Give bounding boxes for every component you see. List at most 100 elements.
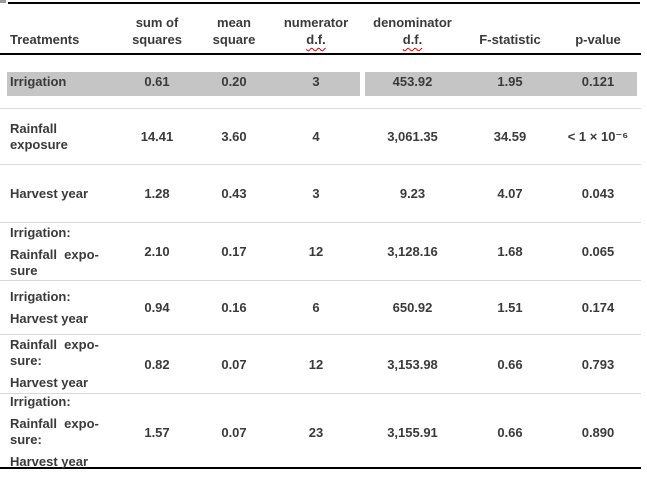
table-corner-mark: [0, 0, 6, 3]
treatment-paragraph: Rainfall expo-sure: [10, 247, 118, 279]
sum-of-squares-value: 2.10: [144, 244, 170, 259]
column-header-mean-square: mean square: [196, 14, 272, 48]
denominator-df-value: 650.92: [392, 300, 433, 315]
column-header-sum-of-squares: sum of squares: [118, 14, 196, 48]
treatment-label-line: Rainfall expo-: [10, 246, 99, 262]
spellcheck-squiggle-text: d.f.: [306, 32, 326, 47]
p-value-value: 0.043: [581, 186, 615, 201]
header-label-line2: d.f.: [272, 31, 360, 48]
treatment-label-line: Rainfall expo-: [10, 416, 99, 431]
treatment-label-line: sure:: [10, 353, 42, 368]
treatment-label-line: sure:: [10, 432, 42, 447]
treatment-paragraph: Irrigation: [10, 74, 118, 90]
header-label-line2: squares: [132, 32, 182, 47]
treatment-paragraph: Rainfall expo-sure:: [10, 416, 118, 448]
table-row: Rainfall expo-sure: Harvest year 0.82 0.07 1…: [0, 334, 641, 393]
treatment-paragraph: Harvest year: [10, 311, 118, 327]
treatment-label-line: sure: [10, 262, 38, 278]
column-header-treatments: Treatments: [0, 32, 118, 48]
treatment-paragraph: Irrigation:: [10, 289, 118, 305]
denominator-df-value: 453.92: [392, 74, 433, 89]
numerator-df-value: 12: [308, 356, 324, 372]
denominator-df-value: 9.23: [399, 186, 426, 201]
p-value-value: 0.065: [581, 244, 615, 259]
header-label-line1: denominator: [373, 15, 452, 30]
f-statistic-value: 0.66: [497, 356, 523, 372]
denominator-df-value: 3,061.35: [387, 129, 438, 144]
denominator-df-value: 3,155.91: [387, 424, 438, 440]
treatment-paragraph: Harvest year: [10, 454, 118, 470]
f-statistic-value: 1.68: [497, 244, 523, 259]
p-value-value: 0.121: [581, 74, 615, 89]
treatment-label: Rainfall expo-sure: Harvest year: [0, 337, 118, 391]
sum-of-squares-value: 1.57: [144, 424, 170, 440]
header-label-line2: d.f.: [360, 31, 465, 48]
treatment-label: Rainfall exposure: [0, 121, 118, 153]
f-statistic-value: 0.66: [497, 424, 523, 440]
header-label-line2: square: [212, 32, 256, 47]
p-value-value: 0.793: [581, 356, 615, 372]
p-value-value: < 1 × 10⁻⁶: [567, 128, 629, 144]
header-label-line1: numerator: [283, 15, 349, 30]
table-row: Rainfall exposure 14.41 3.60 4 3,061.35 34.59 <…: [0, 108, 641, 164]
column-header-f-statistic: F-statistic: [465, 31, 555, 48]
treatment-paragraph: Irrigation:: [10, 394, 118, 410]
spellcheck-squiggle-text: d.f.: [402, 32, 423, 47]
treatment-paragraph: Rainfall exposure: [10, 121, 118, 153]
header-label-line1: mean: [217, 15, 251, 30]
treatment-paragraph: Irrigation:: [10, 225, 118, 241]
row-highlight-bar: [7, 72, 637, 96]
denominator-df-value: 3,153.98: [387, 356, 438, 372]
treatment-label: Irrigation: Harvest year: [0, 289, 118, 327]
treatment-label: Irrigation: [0, 74, 118, 90]
header-label-line1: sum of: [135, 15, 179, 30]
sum-of-squares-value: 0.61: [144, 74, 170, 89]
treatment-label-line: Harvest year: [10, 454, 89, 469]
mean-square-value: 0.07: [221, 424, 247, 440]
column-header-numerator-df: numerator d.f.: [272, 14, 360, 48]
p-value-value: 0.174: [581, 300, 615, 315]
treatment-label: Harvest year: [0, 186, 118, 202]
numerator-df-value: 4: [312, 129, 320, 144]
treatment-paragraph: Harvest year: [10, 375, 118, 391]
f-statistic-value: 1.51: [497, 300, 523, 315]
treatment-label-line: exposure: [10, 136, 68, 152]
mean-square-value: 0.20: [221, 74, 247, 89]
mean-square-value: 0.43: [221, 186, 247, 201]
mean-square-value: 3.60: [221, 129, 247, 144]
treatment-label: Irrigation: Rainfall expo-sure: [0, 225, 118, 279]
column-header-denominator-df: denominator d.f.: [360, 14, 465, 48]
header-label: Treatments: [10, 32, 80, 47]
treatment-label-line: Rainfall: [10, 120, 57, 136]
treatment-label-line: Harvest year: [10, 185, 89, 201]
treatment-paragraph: Rainfall expo-sure:: [10, 337, 118, 369]
column-header-p-value: p-value: [555, 31, 641, 48]
f-statistic-value: 1.95: [497, 74, 523, 89]
treatment-paragraph: Harvest year: [10, 186, 118, 202]
anova-table: Treatments sum of squares mean square nu…: [0, 0, 641, 469]
table-row: Irrigation 0.61 0.20 3 453.92 1.95 0.121: [0, 55, 641, 108]
table-row: Harvest year 1.28 0.43 3 9.23 4.07 0.043: [0, 164, 641, 222]
p-value-value: 0.890: [581, 424, 615, 440]
numerator-df-value: 3: [312, 74, 320, 89]
f-statistic-value: 4.07: [497, 186, 523, 201]
sum-of-squares-value: 0.94: [144, 300, 170, 315]
mean-square-value: 0.07: [221, 356, 247, 372]
sum-of-squares-value: 1.28: [144, 186, 170, 201]
table-row: Irrigation: Rainfall expo-sure: Harvest ye…: [0, 393, 641, 470]
treatment-label-line: Irrigation:: [10, 394, 71, 409]
treatment-label-line: Irrigation: [10, 73, 67, 89]
header-label-line2: p-value: [575, 32, 621, 47]
table-header-row: Treatments sum of squares mean square nu…: [0, 0, 641, 55]
treatment-label-line: Harvest year: [10, 310, 89, 326]
table-row: Irrigation: Rainfall expo-sure 2.10 0.17 12 3…: [0, 222, 641, 280]
treatment-label-line: Irrigation:: [10, 288, 71, 304]
numerator-df-value: 3: [312, 186, 320, 201]
table-row: Irrigation: Harvest year 0.94 0.16 6 650.92 1.…: [0, 280, 641, 334]
denominator-df-value: 3,128.16: [387, 244, 438, 259]
sum-of-squares-value: 14.41: [140, 129, 174, 144]
numerator-df-value: 23: [308, 424, 324, 440]
numerator-df-value: 12: [308, 244, 324, 259]
sum-of-squares-value: 0.82: [144, 356, 170, 372]
treatment-label-line: Irrigation:: [10, 224, 71, 240]
